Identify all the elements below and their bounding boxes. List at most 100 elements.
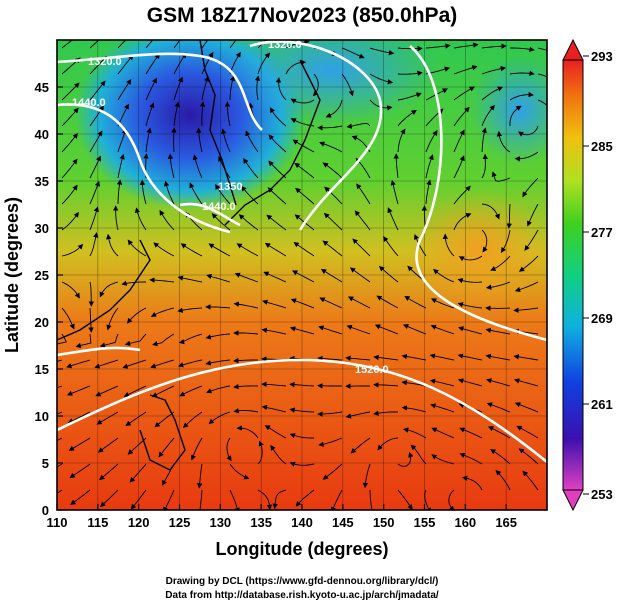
streamline bbox=[57, 385, 63, 389]
streamline bbox=[69, 463, 91, 479]
streamline bbox=[99, 463, 119, 481]
streamline bbox=[485, 281, 511, 290]
streamline bbox=[376, 295, 399, 309]
streamline bbox=[397, 92, 422, 101]
streamline bbox=[401, 353, 427, 361]
streamline bbox=[481, 104, 496, 127]
streamline bbox=[397, 451, 414, 467]
streamline bbox=[224, 101, 231, 127]
streamline bbox=[524, 229, 539, 251]
streamline bbox=[387, 207, 399, 231]
y-tick-label: 40 bbox=[35, 127, 49, 142]
streamline bbox=[518, 448, 539, 465]
streamline bbox=[226, 437, 232, 462]
streamline bbox=[245, 130, 259, 153]
streamline bbox=[481, 203, 500, 220]
streamline bbox=[383, 236, 399, 257]
streamline bbox=[457, 353, 483, 361]
streamline bbox=[261, 327, 287, 335]
streamline bbox=[257, 440, 264, 465]
contour-label: 1440.0 bbox=[72, 97, 106, 109]
streamline bbox=[95, 385, 119, 397]
x-tick-label: 110 bbox=[47, 515, 68, 530]
streamline bbox=[490, 449, 511, 465]
streamline bbox=[390, 179, 399, 205]
streamline bbox=[221, 128, 231, 153]
streamline bbox=[430, 403, 455, 413]
streamline bbox=[485, 327, 511, 335]
streamline bbox=[167, 153, 175, 179]
streamline bbox=[208, 243, 231, 257]
x-tick-label: 135 bbox=[250, 515, 272, 530]
streamline bbox=[481, 127, 487, 153]
streamline bbox=[57, 489, 63, 494]
streamline bbox=[97, 437, 119, 453]
streamline bbox=[317, 355, 343, 362]
streamline bbox=[429, 378, 455, 387]
streamline bbox=[145, 77, 157, 101]
streamline bbox=[257, 40, 267, 49]
streamline bbox=[397, 45, 423, 52]
streamline bbox=[106, 233, 119, 257]
streamline bbox=[116, 179, 123, 205]
streamline bbox=[537, 73, 547, 78]
streamline bbox=[180, 243, 203, 257]
streamline bbox=[178, 333, 203, 345]
colorbar-top-arrow bbox=[562, 38, 584, 61]
contour-label: 1320.0 bbox=[268, 39, 302, 51]
streamline bbox=[123, 385, 147, 397]
streamline bbox=[522, 470, 539, 491]
streamline bbox=[233, 383, 259, 390]
streamline bbox=[68, 437, 91, 451]
streamline bbox=[425, 179, 432, 205]
x-tick-label: 125 bbox=[169, 515, 191, 530]
streamline bbox=[243, 157, 259, 179]
streamline bbox=[448, 489, 455, 510]
streamline bbox=[322, 162, 343, 179]
streamline bbox=[356, 183, 371, 205]
streamline bbox=[496, 130, 511, 153]
streamline bbox=[99, 489, 119, 508]
streamline bbox=[293, 241, 315, 257]
x-tick-label: 165 bbox=[495, 515, 517, 530]
streamline bbox=[270, 444, 287, 465]
streamline bbox=[289, 326, 315, 335]
streamline bbox=[233, 357, 258, 364]
streamline bbox=[154, 411, 175, 428]
streamline bbox=[134, 207, 147, 231]
streamline bbox=[481, 65, 507, 75]
streamline bbox=[208, 411, 231, 425]
streamline bbox=[153, 242, 175, 257]
x-axis-ticks: 110 115 120 125 130 135 140 145 150 155 160 165 bbox=[47, 504, 517, 530]
streamline bbox=[506, 203, 512, 229]
streamline bbox=[510, 46, 535, 52]
streamline bbox=[378, 265, 399, 283]
streamline bbox=[233, 330, 259, 336]
streamline bbox=[211, 213, 231, 231]
cool-region-northeast bbox=[470, 55, 547, 165]
colorbar-bottom-arrow bbox=[562, 489, 584, 512]
streamline bbox=[485, 305, 511, 311]
streamline bbox=[294, 162, 315, 179]
streamline bbox=[458, 326, 483, 335]
streamline bbox=[377, 437, 399, 451]
streamline bbox=[96, 411, 119, 425]
streamline bbox=[61, 307, 75, 330]
x-tick-label: 130 bbox=[209, 515, 231, 530]
streamline bbox=[233, 301, 259, 309]
streamline bbox=[401, 405, 427, 413]
streamline bbox=[323, 212, 343, 231]
streamline bbox=[179, 385, 203, 397]
streamline bbox=[145, 127, 152, 153]
streamline bbox=[289, 407, 315, 413]
streamline bbox=[295, 489, 315, 507]
streamline bbox=[352, 238, 371, 257]
streamline bbox=[320, 268, 343, 283]
streamline bbox=[152, 333, 175, 347]
y-axis-ticks: 0 5 10 15 20 25 30 35 40 45 bbox=[35, 80, 63, 518]
streamline bbox=[117, 128, 127, 153]
streamline bbox=[61, 107, 79, 127]
streamline bbox=[61, 281, 80, 299]
streamline bbox=[190, 437, 203, 461]
streamline bbox=[289, 381, 315, 388]
